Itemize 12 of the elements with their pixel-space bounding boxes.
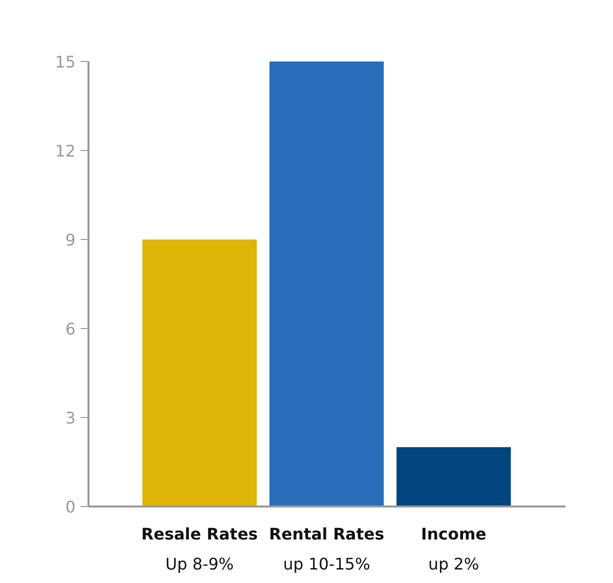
category-label: Rental Rates up 10-15% [269, 524, 384, 574]
y-tick-label: 3 [65, 408, 76, 428]
category-label: Resale Rates Up 8-9% [141, 524, 258, 574]
y-tick-label: 0 [65, 498, 76, 516]
category-label: Income up 2% [421, 524, 486, 574]
bar [142, 240, 257, 506]
bar [269, 62, 384, 506]
y-tick-label: 9 [65, 230, 76, 250]
y-tick-label: 6 [65, 320, 76, 338]
bar [396, 447, 511, 506]
y-tick-label: 15 [55, 52, 76, 72]
y-tick-label: 12 [55, 142, 76, 160]
